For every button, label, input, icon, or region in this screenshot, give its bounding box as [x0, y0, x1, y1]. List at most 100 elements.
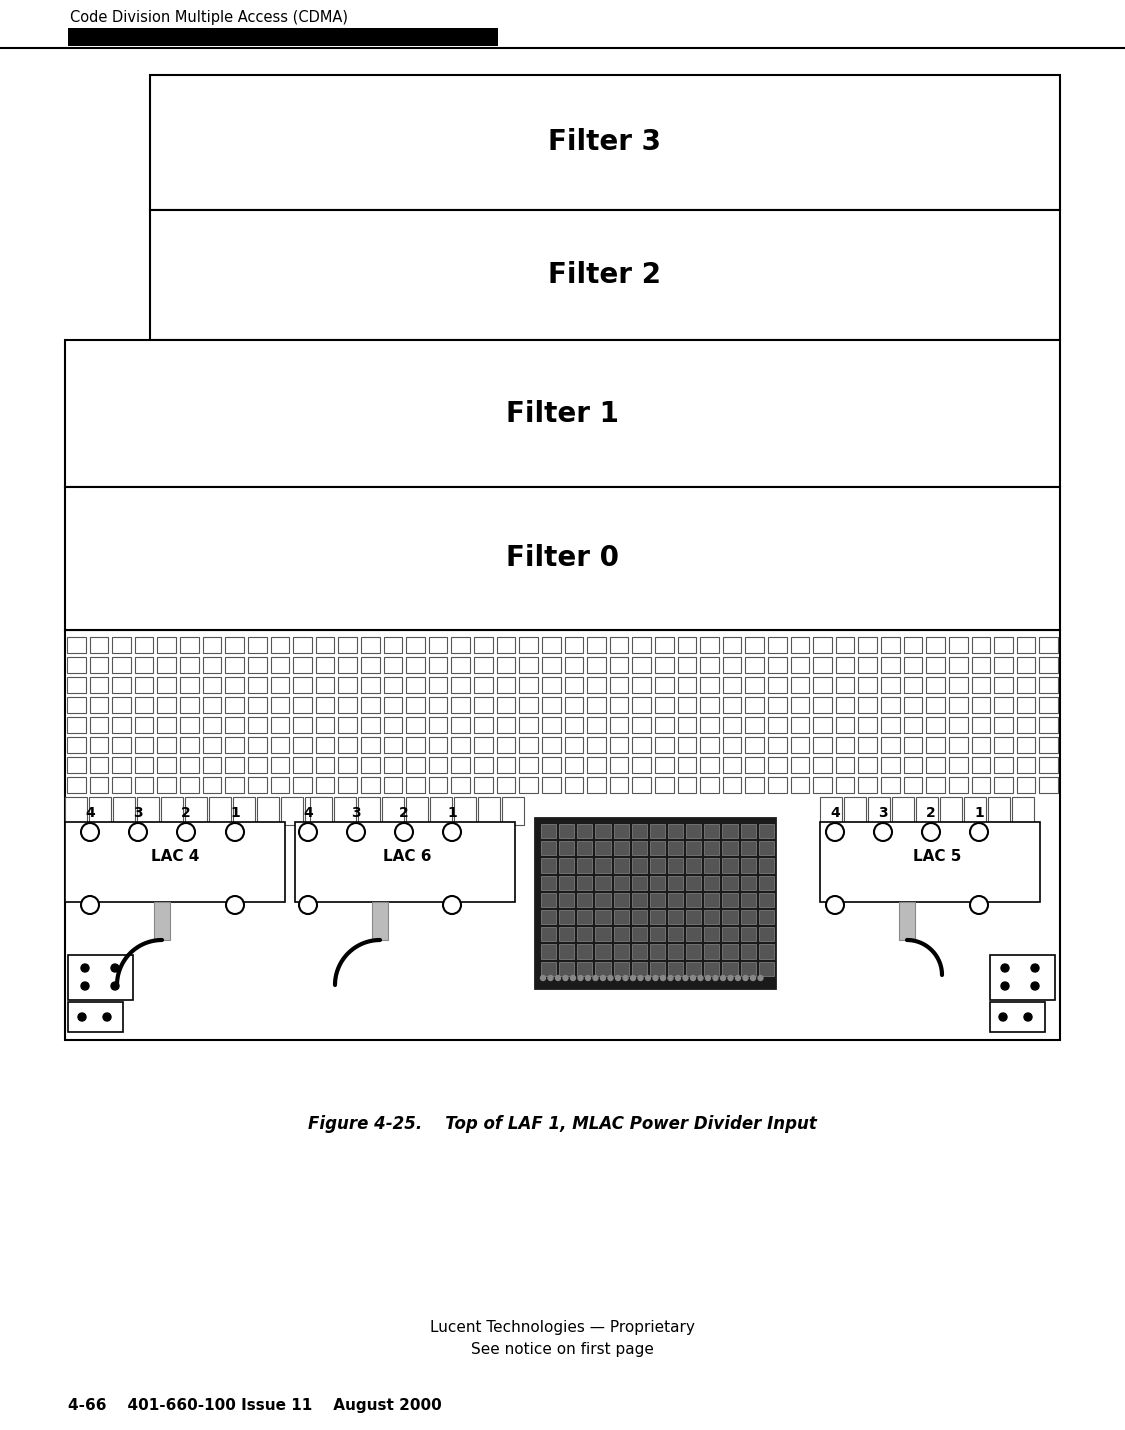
Bar [722, 656, 741, 674]
Circle shape [675, 975, 681, 981]
Bar [903, 676, 922, 694]
Bar [972, 656, 990, 674]
Bar [361, 656, 379, 674]
Bar [722, 756, 741, 774]
Circle shape [826, 824, 844, 841]
Bar [577, 944, 593, 958]
Bar [595, 858, 611, 872]
Bar [722, 636, 741, 654]
Bar [926, 676, 945, 694]
Bar [68, 636, 86, 654]
Circle shape [346, 824, 364, 841]
Text: Filter 1: Filter 1 [506, 399, 619, 428]
Bar [68, 1002, 123, 1032]
Text: 3: 3 [879, 807, 888, 819]
Bar [577, 961, 593, 975]
Bar [655, 676, 674, 694]
Circle shape [999, 1012, 1007, 1021]
Text: Filter 3: Filter 3 [549, 129, 662, 156]
Circle shape [226, 824, 244, 841]
Bar [294, 696, 312, 714]
Bar [496, 656, 515, 674]
Bar [451, 736, 470, 754]
Bar [474, 736, 493, 754]
Bar [180, 756, 199, 774]
Bar [836, 656, 855, 674]
Bar [587, 776, 605, 794]
Text: 1: 1 [447, 807, 457, 819]
Bar [613, 892, 629, 907]
Bar [632, 875, 647, 889]
Bar [559, 927, 574, 941]
Bar [361, 676, 379, 694]
Bar [858, 656, 878, 674]
Bar [632, 841, 647, 855]
Bar [90, 636, 108, 654]
Bar [746, 756, 764, 774]
Bar [994, 696, 1012, 714]
Bar [686, 875, 701, 889]
Bar [990, 1002, 1045, 1032]
Bar [474, 656, 493, 674]
Bar [112, 736, 130, 754]
Bar [202, 636, 222, 654]
Circle shape [660, 975, 666, 981]
Text: 2: 2 [181, 807, 191, 819]
Bar [858, 776, 878, 794]
Bar [972, 636, 990, 654]
Bar [722, 961, 738, 975]
Bar [474, 776, 493, 794]
Bar [112, 676, 130, 694]
Bar [722, 858, 738, 872]
Bar [68, 29, 498, 46]
Bar [474, 696, 493, 714]
Bar [595, 824, 611, 838]
Bar [248, 696, 267, 714]
Circle shape [395, 824, 413, 841]
Bar [791, 676, 809, 694]
Bar [686, 824, 701, 838]
Bar [948, 656, 968, 674]
Bar [158, 736, 177, 754]
Bar [813, 636, 831, 654]
Text: See notice on first page: See notice on first page [470, 1341, 654, 1357]
Bar [994, 656, 1012, 674]
Circle shape [111, 964, 119, 972]
Bar [158, 756, 177, 774]
Circle shape [668, 975, 673, 981]
Bar [587, 636, 605, 654]
Bar [668, 961, 683, 975]
Bar [225, 736, 244, 754]
Bar [740, 824, 756, 838]
Bar [746, 676, 764, 694]
Bar [768, 656, 786, 674]
Bar [948, 696, 968, 714]
Bar [595, 944, 611, 958]
Bar [836, 776, 855, 794]
Bar [632, 824, 647, 838]
Bar [972, 756, 990, 774]
Bar [791, 776, 809, 794]
Bar [65, 340, 1060, 488]
Bar [768, 776, 786, 794]
Bar [740, 858, 756, 872]
Bar [451, 676, 470, 694]
Text: 4: 4 [303, 807, 313, 819]
Circle shape [299, 897, 317, 914]
Bar [184, 797, 207, 825]
Bar [233, 797, 255, 825]
Bar [361, 776, 379, 794]
Bar [520, 676, 538, 694]
Bar [520, 736, 538, 754]
Bar [791, 696, 809, 714]
Bar [650, 841, 665, 855]
Bar [451, 636, 470, 654]
Bar [158, 636, 177, 654]
Bar [382, 797, 404, 825]
Bar [429, 696, 448, 714]
Bar [135, 696, 153, 714]
Bar [225, 696, 244, 714]
Bar [595, 927, 611, 941]
Circle shape [683, 975, 688, 981]
Circle shape [226, 897, 244, 914]
